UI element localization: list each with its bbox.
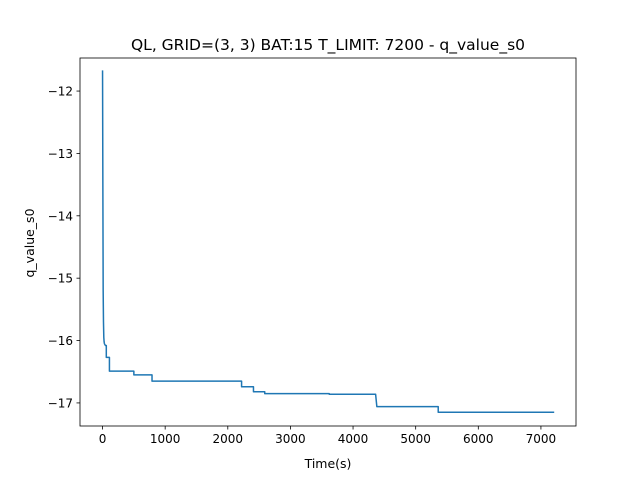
x-tick-label: 2000 — [213, 432, 244, 446]
y-tick-label: −13 — [48, 147, 73, 161]
y-tick-label: −12 — [48, 85, 73, 99]
series-line-0 — [101, 70, 555, 414]
x-tick-label: 6000 — [463, 432, 494, 446]
y-tick-label: −15 — [48, 272, 73, 286]
y-axis-label: q_value_s0 — [22, 208, 37, 277]
plot-area: 0 1000 2000 3000 4000 5000 6000 7000 −12 −13 −14 −1… — [48, 57, 577, 446]
x-tick-label: 3000 — [275, 432, 306, 446]
x-tick-label: 0 — [99, 432, 107, 446]
x-tick-label: 4000 — [338, 432, 369, 446]
x-tick-label: 5000 — [400, 432, 431, 446]
chart-title: QL, GRID=(3, 3) BAT:15 T_LIMIT: 7200 - q… — [131, 36, 525, 55]
y-tick-label: −17 — [48, 396, 73, 410]
y-tick-label: −16 — [48, 334, 73, 348]
x-tick-label: 1000 — [150, 432, 181, 446]
axes-frame — [79, 57, 577, 427]
x-axis-label: Time(s) — [304, 456, 352, 471]
x-tick-label: 7000 — [526, 432, 557, 446]
y-tick-label: −14 — [48, 209, 73, 223]
